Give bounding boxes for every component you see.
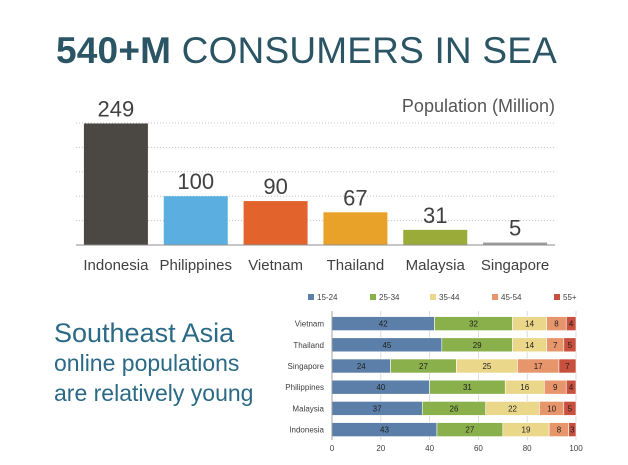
- age-value-label: 29: [473, 341, 482, 350]
- age-bar-segment: [563, 401, 577, 416]
- age-value-label: 32: [469, 320, 478, 329]
- age-category-label: Philippines: [285, 383, 324, 392]
- population-category-label: Vietnam: [248, 257, 303, 274]
- population-bar: [403, 229, 468, 245]
- age-legend-label: 45-54: [501, 293, 522, 302]
- age-legend-swatch: [308, 294, 314, 300]
- age-value-label: 14: [525, 320, 534, 329]
- age-value-label: 4: [569, 320, 574, 329]
- population-value-label: 100: [177, 169, 214, 194]
- age-value-label: 3: [570, 426, 575, 435]
- age-value-label: 45: [382, 341, 391, 350]
- age-value-label: 5: [568, 341, 573, 350]
- age-legend-label: 35-44: [439, 293, 460, 302]
- age-bar-segment: [565, 316, 577, 331]
- age-bar-segment: [563, 337, 577, 353]
- age-value-label: 16: [520, 383, 529, 392]
- age-bar-segment: [558, 358, 577, 374]
- age-value-label: 24: [357, 362, 366, 371]
- age-value-label: 40: [376, 383, 385, 392]
- age-bar-segment: [565, 379, 577, 395]
- population-category-label: Philippines: [159, 257, 232, 274]
- tagline-line-1: Southeast Asia: [54, 318, 235, 348]
- tagline-line-3: are relatively young: [54, 380, 254, 406]
- age-value-label: 14: [525, 341, 534, 350]
- population-bar: [243, 201, 308, 245]
- age-value-label: 4: [569, 383, 574, 392]
- age-value-label: 19: [522, 426, 531, 435]
- population-bar: [163, 196, 228, 245]
- age-value-label: 25: [482, 362, 491, 371]
- age-x-tick-label: 40: [425, 444, 434, 453]
- age-category-label: Singapore: [288, 362, 325, 371]
- age-value-label: 22: [508, 404, 517, 413]
- age-value-label: 8: [557, 426, 562, 435]
- population-category-label: Malaysia: [406, 257, 466, 274]
- population-value-label: 249: [98, 96, 135, 121]
- age-value-label: 43: [380, 426, 389, 435]
- population-bar: [483, 242, 548, 245]
- age-legend-swatch: [430, 294, 436, 300]
- population-category-label: Thailand: [327, 257, 385, 274]
- tagline: Southeast Asia online populations are re…: [54, 318, 253, 408]
- age-x-tick-label: 80: [523, 444, 532, 453]
- age-category-label: Vietnam: [295, 320, 325, 329]
- population-value-label: 67: [343, 185, 367, 210]
- title-bold: 540+M: [56, 30, 172, 71]
- age-legend-label: 25-34: [379, 293, 400, 302]
- age-value-label: 7: [565, 362, 570, 371]
- population-category-label: Singapore: [481, 257, 549, 274]
- age-value-label: 8: [554, 320, 559, 329]
- age-x-tick-label: 20: [376, 444, 385, 453]
- age-legend-label: 55+: [563, 293, 577, 302]
- age-legend-swatch: [554, 294, 560, 300]
- population-bar: [323, 212, 388, 245]
- age-value-label: 5: [568, 404, 573, 413]
- age-bar-segment: [568, 422, 577, 437]
- age-category-label: Thailand: [293, 341, 324, 350]
- population-value-label: 90: [263, 174, 287, 199]
- population-category-label: Indonesia: [83, 257, 149, 274]
- age-value-label: 27: [465, 426, 474, 435]
- population-chart-title: Population (Million): [402, 96, 555, 116]
- age-value-label: 31: [463, 383, 472, 392]
- tagline-line-2: online populations: [54, 350, 240, 376]
- age-value-label: 7: [553, 341, 558, 350]
- population-value-label: 5: [509, 216, 521, 241]
- age-x-tick-label: 100: [569, 444, 583, 453]
- age-legend-swatch: [370, 294, 376, 300]
- age-legend-label: 15-24: [317, 293, 338, 302]
- age-category-label: Indonesia: [289, 426, 324, 435]
- age-x-tick-label: 0: [330, 444, 335, 453]
- age-legend-swatch: [492, 294, 498, 300]
- age-value-label: 42: [379, 320, 388, 329]
- age-x-tick-label: 60: [474, 444, 483, 453]
- age-value-label: 10: [547, 404, 556, 413]
- population-bar: [83, 123, 148, 245]
- page-title: 540+M CONSUMERS IN SEA: [56, 30, 557, 72]
- age-value-label: 26: [450, 404, 459, 413]
- age-value-label: 9: [553, 383, 558, 392]
- population-value-label: 31: [423, 203, 447, 228]
- age-category-label: Malaysia: [292, 404, 324, 413]
- age-value-label: 37: [373, 404, 382, 413]
- age-value-label: 17: [534, 362, 543, 371]
- title-rest: CONSUMERS IN SEA: [171, 30, 557, 71]
- age-value-label: 27: [419, 362, 428, 371]
